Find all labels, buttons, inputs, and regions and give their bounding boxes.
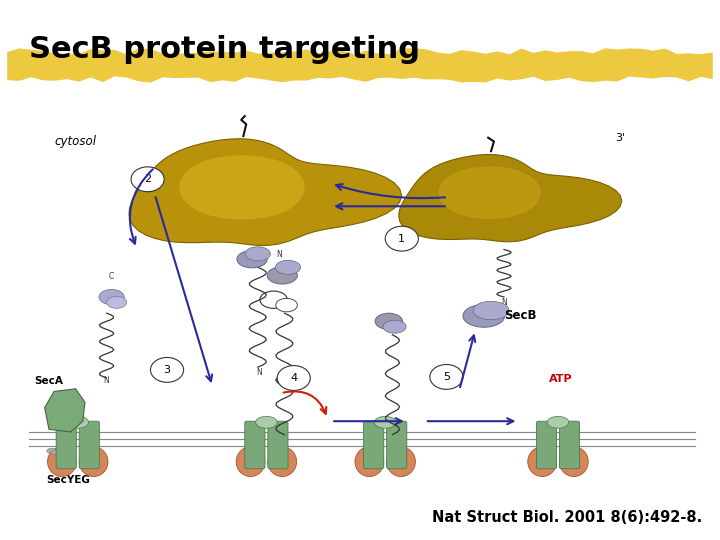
Ellipse shape [260,291,287,308]
Polygon shape [7,48,713,83]
Text: ATP: ATP [549,374,572,384]
Circle shape [150,357,184,382]
Text: 4: 4 [290,373,297,383]
Text: SecB: SecB [504,309,536,322]
Ellipse shape [268,447,297,476]
Text: SecYEG: SecYEG [47,475,90,484]
Ellipse shape [374,416,396,428]
Ellipse shape [107,296,127,308]
Text: Zn: Zn [52,395,61,402]
Ellipse shape [237,251,267,268]
Polygon shape [438,166,541,219]
Ellipse shape [375,313,402,329]
Ellipse shape [245,247,271,261]
Ellipse shape [383,320,406,333]
Text: 5: 5 [443,372,450,382]
Ellipse shape [473,301,509,320]
Ellipse shape [387,447,415,476]
Ellipse shape [256,416,277,428]
Circle shape [430,364,463,389]
Ellipse shape [559,447,588,476]
FancyBboxPatch shape [559,421,580,469]
FancyBboxPatch shape [245,421,265,469]
FancyBboxPatch shape [364,421,384,469]
FancyBboxPatch shape [387,421,407,469]
Ellipse shape [51,450,61,455]
Circle shape [131,167,164,192]
FancyBboxPatch shape [79,421,99,469]
Text: SecB protein targeting: SecB protein targeting [29,35,420,64]
Text: cytosol: cytosol [54,135,96,148]
FancyBboxPatch shape [56,421,76,469]
FancyBboxPatch shape [536,421,557,469]
Text: Nat Struct Biol. 2001 8(6):492-8.: Nat Struct Biol. 2001 8(6):492-8. [432,510,702,525]
Polygon shape [399,154,622,242]
Polygon shape [179,156,305,219]
Text: SecA: SecA [35,376,63,386]
Text: 3': 3' [616,133,626,143]
Ellipse shape [48,447,76,476]
Ellipse shape [267,267,297,284]
Ellipse shape [547,416,569,428]
Circle shape [277,366,310,390]
Ellipse shape [276,298,297,312]
Polygon shape [129,139,402,246]
Text: N: N [501,298,507,307]
Text: 1: 1 [398,234,405,244]
Text: 3: 3 [163,365,171,375]
Ellipse shape [275,260,301,274]
Text: C: C [109,272,114,281]
Text: N: N [256,368,262,377]
Text: 2: 2 [144,174,151,184]
Text: ++: ++ [61,394,71,400]
Ellipse shape [463,305,505,327]
Text: N: N [104,376,109,385]
Ellipse shape [47,448,57,454]
Ellipse shape [236,447,265,476]
Ellipse shape [79,447,108,476]
Text: N: N [276,251,282,259]
Circle shape [385,226,418,251]
Ellipse shape [67,416,89,428]
FancyBboxPatch shape [268,421,288,469]
Text: 5': 5' [418,192,428,202]
Ellipse shape [99,289,124,305]
Ellipse shape [528,447,557,476]
Ellipse shape [355,447,384,476]
Polygon shape [45,389,85,432]
Ellipse shape [55,451,66,457]
